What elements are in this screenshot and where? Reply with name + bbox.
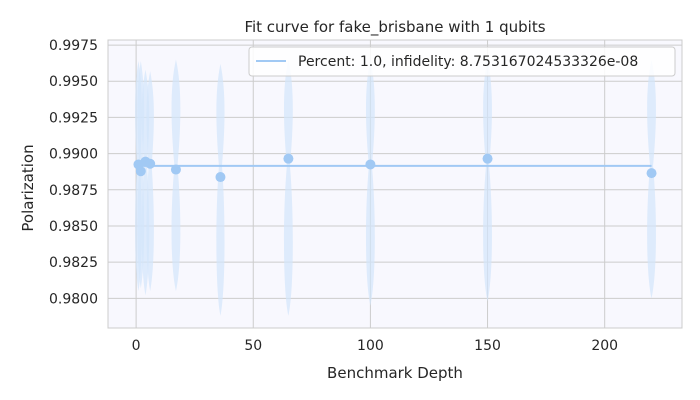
violin-shape	[216, 63, 225, 316]
data-point	[215, 172, 226, 183]
x-tick-label: 200	[591, 338, 618, 354]
data-point	[646, 168, 657, 179]
violin-shape	[483, 59, 492, 302]
violin-shape	[283, 59, 293, 316]
violin-shape	[171, 59, 181, 292]
legend-box	[248, 46, 676, 77]
y-tick-labels: 0.9800 0.9825 0.9850 0.9875 0.9900 0.9925 0.99…	[49, 38, 98, 307]
y-tick-label: 0.9950	[49, 74, 98, 90]
violin-shape	[647, 59, 656, 299]
plot-background	[108, 40, 682, 328]
y-tick-label: 0.9850	[49, 219, 98, 235]
y-axis-label: Polarization	[19, 144, 37, 231]
data-point	[482, 153, 493, 164]
y-tick-label: 0.9900	[49, 147, 98, 163]
violin-shape	[365, 59, 375, 306]
violin-shape	[146, 71, 154, 292]
grid-layer	[107, 39, 683, 329]
x-tick-labels: 0 50 100 150 200	[132, 338, 618, 354]
data-point	[135, 166, 146, 177]
legend: Percent: 1.0, infidelity: 8.753167024533…	[248, 46, 676, 77]
y-tick-label: 0.9875	[49, 183, 98, 199]
data-point	[283, 153, 294, 164]
x-axis-label: Benchmark Depth	[327, 364, 463, 382]
x-tick-label: 100	[357, 338, 384, 354]
y-tick-label: 0.9800	[49, 291, 98, 307]
y-tick-label: 0.9975	[49, 38, 98, 54]
y-tick-label: 0.9925	[49, 110, 98, 126]
data-point-layer	[133, 153, 657, 183]
y-tick-label: 0.9825	[49, 255, 98, 271]
data-point	[170, 164, 181, 175]
x-tick-label: 0	[132, 338, 141, 354]
legend-label: Percent: 1.0, infidelity: 8.753167024533…	[298, 54, 638, 70]
data-point	[145, 158, 156, 169]
data-point	[365, 159, 376, 170]
plot-frame	[107, 39, 683, 329]
x-tick-label: 50	[244, 338, 262, 354]
violin-layer	[135, 59, 656, 316]
chart-title: Fit curve for fake_brisbane with 1 qubit…	[244, 18, 545, 37]
x-tick-label: 150	[474, 338, 501, 354]
